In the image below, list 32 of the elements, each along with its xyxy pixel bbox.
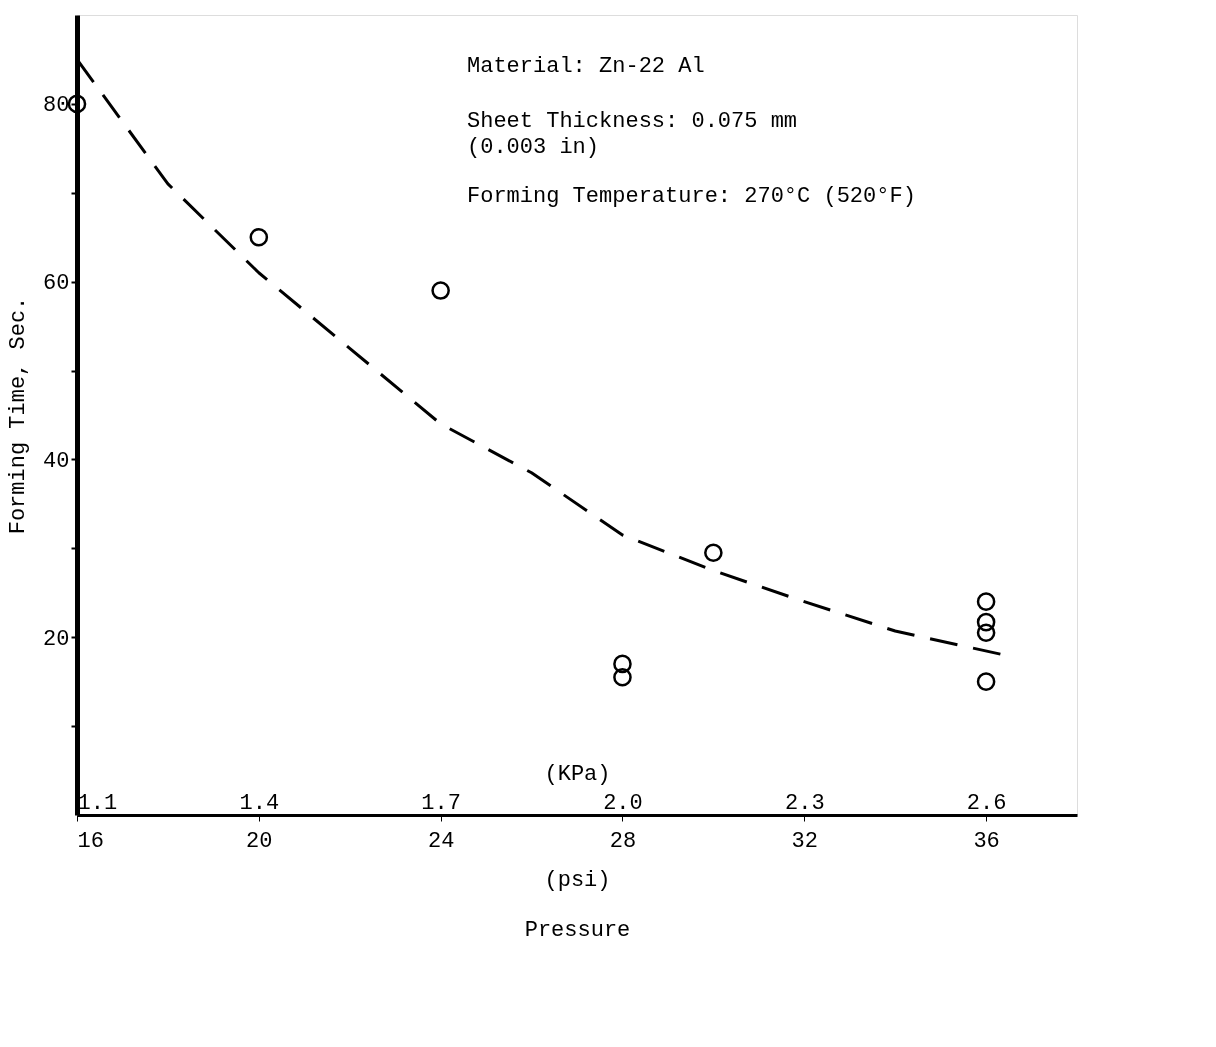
x-tick-label: 16 (77, 828, 104, 854)
y-tick-label: 80 (43, 93, 70, 119)
point (249, 227, 269, 247)
x2-tick-label: 2.0 (603, 790, 643, 816)
y-tick-label: 60 (43, 271, 70, 297)
x-tick-label: 28 (609, 828, 637, 854)
x2-tick-label: 2.6 (966, 790, 1007, 816)
x-tick-label: 32 (791, 828, 818, 854)
x-tick-label: 20 (246, 828, 273, 854)
annotation: Sheet Thickness: 0.075 mm (0.003 in) (467, 109, 798, 160)
x-tick-label: 24 (427, 828, 455, 854)
x-tick-label: 36 (973, 828, 1000, 854)
x2-tick-label: 1.4 (239, 790, 280, 816)
y-tick-label: 40 (43, 448, 70, 474)
point (704, 543, 723, 563)
x2-tick-label: 1.7 (421, 790, 461, 816)
x-axis-title: (psi) Pressure (524, 867, 631, 943)
point (431, 281, 450, 300)
x2-axis-title: (KPa) (544, 761, 611, 787)
y-axis-title: Forming Time, Sec. (6, 296, 32, 535)
annotation: Forming Temperature: 270°C (520°F) (467, 184, 916, 209)
point (67, 94, 87, 114)
point (613, 667, 632, 687)
point (976, 612, 996, 632)
point (976, 623, 996, 643)
y-tick-label: 20 (43, 626, 70, 652)
point (976, 592, 996, 611)
point (976, 672, 996, 691)
x2-tick-label: 2.3 (784, 790, 825, 816)
x2-tick-label: 1.1 (77, 790, 118, 816)
point (613, 654, 632, 674)
annotation: Material: Zn-22 Al (467, 54, 705, 79)
